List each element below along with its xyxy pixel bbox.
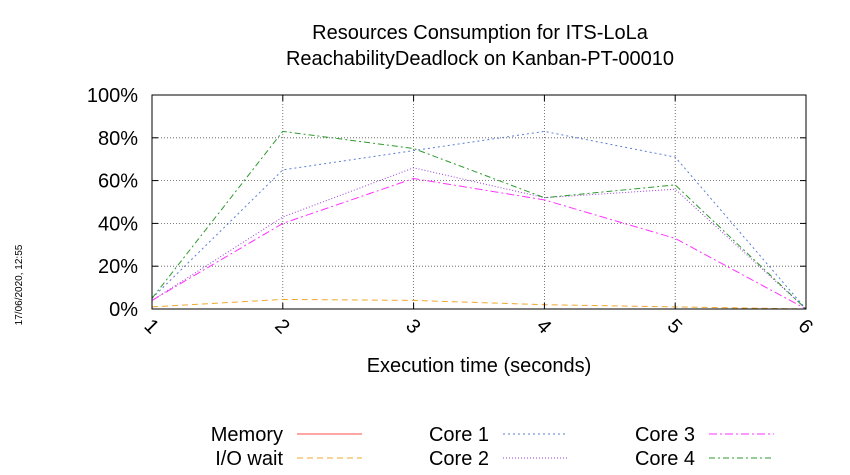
x-axis-label: Execution time (seconds) [367,355,592,377]
plot-frame [151,94,807,310]
x-tick-label: 6 [794,315,817,338]
y-tick-label: 60% [98,171,138,193]
legend-label-memory: Memory [211,424,283,446]
y-tick-label: 0% [109,299,138,321]
series-line-core-4 [151,130,807,310]
x-tick-label: 4 [532,315,555,338]
x-tick-label: 3 [401,315,424,338]
series-line-core-3 [151,177,807,310]
chart-title-line-1: Resources Consumption for ITS-LoLa [312,22,649,44]
legend-label-core-1: Core 1 [429,424,489,446]
series-line-core-1 [151,130,807,310]
y-tick-label: 80% [98,128,138,150]
series-line-i-o-wait [151,298,807,310]
x-tick-label: 1 [140,315,163,338]
x-axis-ticks: 1 2 3 4 5 6 [140,95,817,338]
y-tick-label: 20% [98,256,138,278]
legend-label-core-2: Core 2 [429,448,489,470]
timestamp-label: 17/06/2020, 12:55 [14,244,25,325]
x-tick-label: 5 [663,315,686,338]
legend-label-i-o-wait: I/O wait [215,448,283,470]
y-axis-ticks: 0% 20% 40% 60% 80% 100% [87,85,806,321]
chart-title-line-2: ReachabilityDeadlock on Kanban-PT-00010 [286,48,674,70]
legend-label-core-3: Core 3 [635,424,695,446]
y-tick-label: 40% [98,213,138,235]
series-line-core-2 [151,167,807,310]
grid-lines [152,95,806,309]
series-lines [151,130,807,310]
legend-label-core-4: Core 4 [635,448,695,470]
x-tick-label: 2 [270,315,293,338]
y-tick-label: 100% [87,85,138,107]
